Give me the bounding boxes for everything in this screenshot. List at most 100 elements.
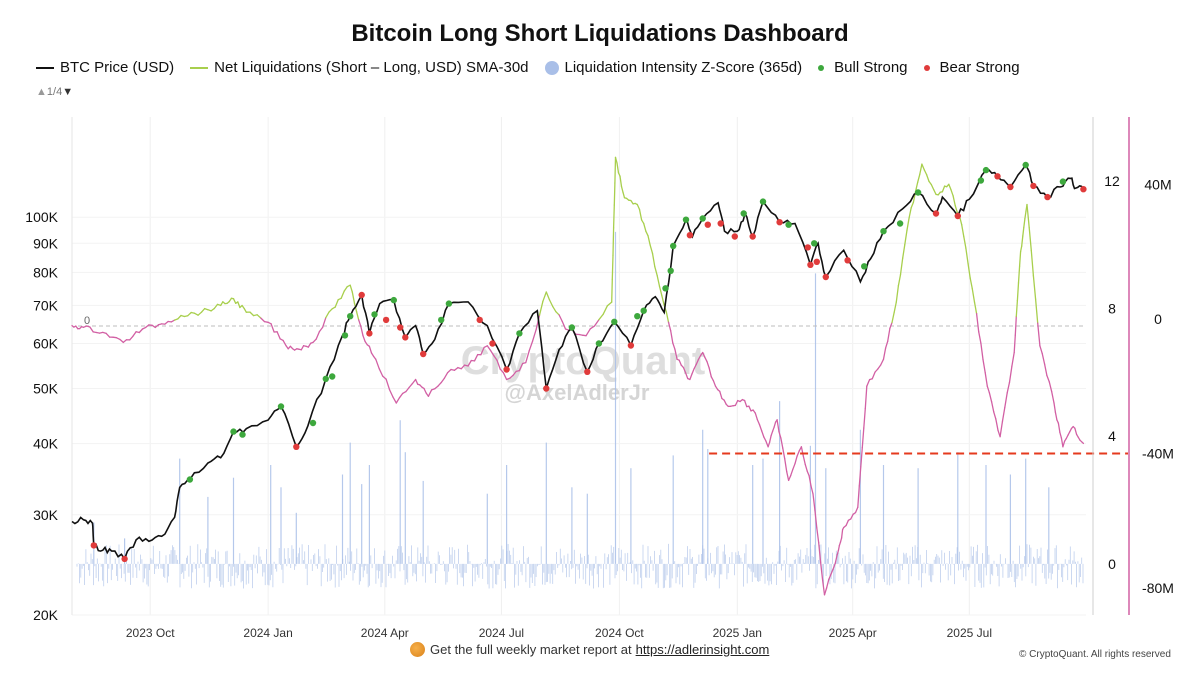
net-liquidations-segment [761, 430, 765, 438]
axis-labels: 20K 30K 40K 50K 60K 70K 80K 90K 100K 0 4 8 12 -80M -40… [25, 173, 1174, 640]
net-liquidations-segment [682, 366, 687, 374]
net-liquidations-segment [210, 307, 215, 312]
copyright: © CryptoQuant. All rights reserved [1019, 649, 1171, 660]
net-liquidations-segment [768, 435, 772, 443]
net-liquidations-segment [654, 266, 658, 277]
bull-strong-point [861, 263, 868, 270]
net-liquidations-segment [893, 301, 897, 314]
triangle-down-icon[interactable]: ▼ [62, 86, 74, 98]
bear-strong-point [1007, 183, 1014, 191]
net-liquidations-segment [388, 388, 394, 398]
bull-strong-point [699, 215, 706, 222]
bear-strong-point [844, 257, 851, 264]
net-liquidations-segment [105, 332, 111, 338]
net-liquidations-segment [528, 340, 534, 352]
bull-strong-point [516, 330, 523, 337]
legend: BTC Price (USD) Net Liquidations (Short … [36, 59, 1036, 76]
net-liquidations-segment [854, 506, 859, 514]
net-liquidations-segment [89, 326, 94, 333]
net-liquidations-segment [857, 485, 860, 508]
bear-swatch [923, 64, 930, 71]
net-liquidations-segment [619, 175, 623, 188]
net-liquidations-segment [282, 339, 287, 347]
net-liquidations-segment [771, 426, 775, 432]
bull-strong-point [341, 332, 349, 339]
bull-strong-point [662, 285, 669, 292]
net-liquidations-segment [1037, 322, 1041, 347]
net-liquidations-segment [950, 189, 954, 197]
net-liquidations-segment [611, 254, 614, 280]
net-liquidations-segment [164, 320, 169, 325]
net-liquidations-segment [538, 300, 544, 316]
net-liquidations-segment [589, 325, 596, 330]
net-liquidations-segment [925, 173, 930, 183]
net-liquidations-segment [1050, 390, 1055, 404]
net-liquidations-segment [871, 371, 876, 380]
bull-strong-point [1059, 178, 1067, 185]
coin-icon [410, 642, 425, 657]
net-liquidations-segment [411, 378, 417, 385]
net-liquidations-segment [758, 423, 763, 432]
bull-strong-point [914, 189, 922, 196]
net-liquidations-segment [656, 274, 661, 287]
footer: Get the full weekly market report at htt… [410, 642, 769, 657]
net-liquidations-segment [1004, 392, 1008, 409]
footer-link[interactable]: https://adlerinsight.com [635, 642, 770, 657]
net-liquidations-segment [1019, 245, 1023, 253]
net-liquidations-segment [496, 359, 501, 370]
x-tick-label: 2025 Jul [947, 626, 992, 640]
net-liquidations-segment [613, 182, 616, 206]
bull-strong-point [309, 419, 317, 427]
x-tick-label: 2024 Jan [243, 626, 292, 640]
net-liquidations-segment [770, 430, 774, 437]
bear-strong-point [584, 368, 591, 375]
net-liquidations-segment [674, 348, 678, 360]
net-liquidations-segment [863, 407, 866, 429]
net-liquidations-segment [1057, 422, 1061, 434]
y-left-tick-label: 60K [33, 336, 59, 352]
legend-item-price[interactable]: BTC Price (USD) [36, 59, 174, 76]
net-liquidations-segment [362, 335, 366, 343]
bull-strong-point [568, 324, 576, 331]
net-liquidations-segment [806, 470, 810, 477]
net-liquidations-segment [1013, 334, 1016, 354]
net-liquidations-segment [343, 286, 348, 292]
net-liquidations-segment [834, 553, 838, 565]
net-liquidations-segment [460, 364, 466, 370]
net-liquidations-segment [355, 311, 360, 321]
net-liquidations-segment [256, 314, 262, 319]
bull-strong-point [640, 307, 647, 314]
net-liquidations-segment [818, 542, 822, 563]
net-liquidations-segment [836, 549, 840, 556]
net-liquidations-segment [980, 342, 984, 361]
net-liquidations-segment [930, 183, 935, 191]
net-liquidations-segment [138, 328, 144, 334]
net-liquidations-segment [800, 446, 804, 457]
net-liquidations-segment [1011, 351, 1015, 367]
net-liquidations-segment [647, 235, 651, 246]
legend-item-bull[interactable]: Bull Strong [818, 59, 908, 76]
bear-strong-point [954, 212, 961, 220]
net-liquidations-segment [684, 372, 689, 380]
legend-item-net[interactable]: Net Liquidations (Short – Long, USD) SMA… [190, 59, 529, 76]
net-liquidations-segment [712, 380, 717, 387]
net-liquidations-segment [593, 319, 600, 327]
triangle-up-icon[interactable]: ▲ [36, 86, 47, 98]
net-liquidations-segment [620, 185, 624, 193]
net-liquidations-segment [982, 358, 986, 374]
legend-item-bear[interactable]: Bear Strong [923, 59, 1020, 76]
bear-strong-point [813, 258, 820, 265]
net-liquidations-segment [1041, 352, 1046, 365]
net-liquidations-segment [616, 162, 620, 174]
legend-item-intensity[interactable]: Liquidation Intensity Z-Score (365d) [544, 59, 802, 76]
net-liquidations-segment [860, 446, 863, 468]
bull-strong-point [682, 216, 690, 223]
net-liquidations-segment [704, 356, 708, 363]
net-liquidations-segment [542, 291, 547, 302]
net-liquidations-segment [782, 447, 786, 460]
net-liquidations-segment [525, 350, 530, 364]
bull-strong-point [186, 476, 194, 483]
net-liquidations-segment [145, 324, 150, 329]
net-liquidations-segment [518, 362, 524, 372]
net-liquidations-segment [697, 354, 702, 361]
